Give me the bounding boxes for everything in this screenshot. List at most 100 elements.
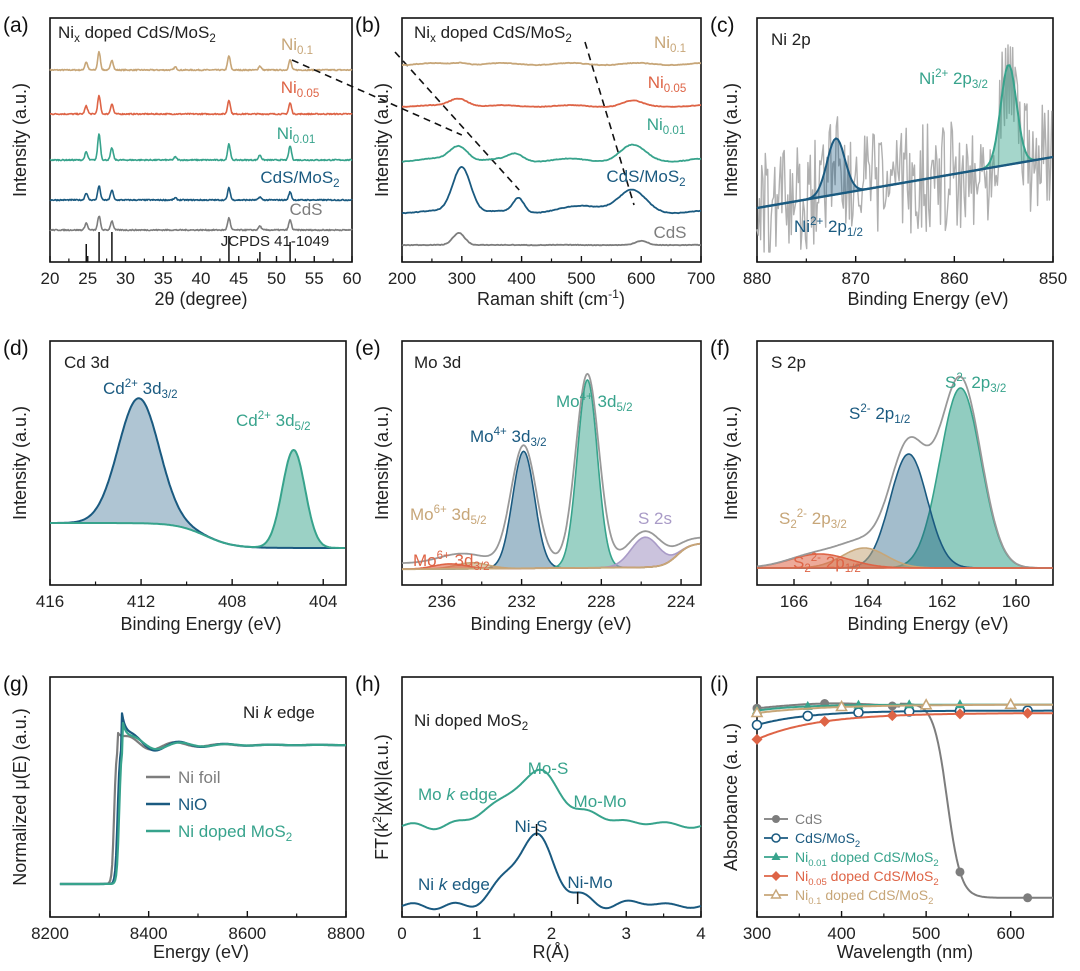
label-part: Ni 2p: [771, 30, 811, 49]
x-tick-label: 20: [41, 269, 60, 288]
label-part: Mo: [470, 427, 494, 446]
label-part: 6+: [437, 550, 450, 562]
fit-3d52: [50, 449, 345, 549]
label-part: 2p: [807, 509, 831, 528]
label-part: 2p: [823, 217, 847, 236]
x-tick-label: 160: [1002, 592, 1030, 611]
label-part: Ni: [418, 875, 439, 894]
label-part: Ni: [277, 124, 293, 143]
panel-g-title: Ni k edge: [243, 703, 315, 722]
envelope: [756, 375, 1053, 569]
label-part: 0.05: [808, 877, 827, 888]
label-part: Ni: [281, 78, 297, 97]
legend-label: CdS/MoS2: [795, 830, 860, 850]
panel-letter: (f): [710, 337, 730, 360]
peak-fill-s2-2p32: [757, 388, 1053, 568]
x-tick-label: 416: [36, 592, 64, 611]
noisy-spectrum: [756, 44, 1053, 253]
panel-letter: (i): [710, 673, 729, 696]
data-point: [750, 705, 764, 718]
label-part: (degree): [174, 289, 247, 309]
baseline: [401, 542, 701, 571]
label-part: doped CdS/MoS: [827, 868, 934, 884]
x-tick-label: 8400: [130, 924, 168, 943]
x-tick-label: 162: [928, 592, 956, 611]
x-tick-label: 30: [116, 269, 135, 288]
label-part: 1/2: [845, 563, 861, 575]
xanes-ni-mos2: [59, 721, 347, 886]
label-part: Ni doped MoS: [414, 711, 522, 730]
label-part: 0.01: [808, 858, 827, 869]
x-tick-label: 412: [127, 592, 155, 611]
label-part: CdS: [795, 811, 822, 827]
label-part: Ni: [414, 23, 430, 42]
label-part: Mo 3d: [414, 353, 461, 372]
label-part: 3d: [593, 392, 617, 411]
label-part: 3/2: [990, 383, 1006, 395]
label-part: 1/2: [894, 414, 910, 426]
label-part: 2-: [860, 403, 870, 415]
panel-d-title: Cd 3d: [64, 353, 109, 372]
label-part: 0.1: [808, 896, 821, 907]
x-tick-label: 300: [448, 269, 476, 288]
label-part: doped CdS/MoS: [436, 23, 565, 42]
label-part: 0.01: [293, 134, 315, 146]
label-part: 4+: [580, 391, 593, 403]
x-tick-label: 408: [218, 592, 246, 611]
peak-label: S22- 2p1/2: [793, 552, 861, 575]
label-part: 3d: [138, 379, 162, 398]
panel-letter: (c): [710, 14, 735, 37]
fit-mo4-3d52: [401, 379, 701, 571]
xrd-curve-2: [49, 133, 353, 162]
label-part: Mo-Mo: [574, 792, 627, 811]
label-part: Ni: [794, 217, 810, 236]
label-part: 2-: [956, 372, 966, 384]
label-part: 5/2: [616, 402, 632, 414]
legend-label: Ni0.01 doped CdS/MoS2: [795, 849, 939, 869]
peak-fill-s2s: [402, 537, 700, 570]
peak-label: Ni2+ 2p1/2: [794, 216, 863, 239]
label-part: 1/2: [847, 227, 863, 239]
label-part: doped CdS/MoS: [827, 849, 934, 865]
x-tick-label: 600: [627, 269, 655, 288]
raman-cdsmos2: [401, 166, 702, 215]
data-point: [955, 867, 965, 877]
label-part: edge: [455, 785, 498, 804]
label-part: Intensity (a.u.): [10, 83, 30, 197]
x-axis-label: Wavelength (nm): [837, 942, 973, 962]
edge-label: Ni k edge: [418, 875, 490, 894]
label-part: Ni-S: [514, 817, 547, 836]
label-part: Binding Energy (eV): [847, 614, 1008, 634]
peak-label: Mo4+ 3d3/2: [470, 426, 547, 449]
label-part: 0.01: [663, 125, 685, 137]
label-part: |χ(k)|(a.u.): [372, 734, 392, 816]
panel-letter: (b): [355, 14, 381, 37]
series-label: Ni0.1: [281, 35, 313, 57]
x-tick-label: 3: [622, 924, 631, 943]
panel-c-title: Ni 2p: [771, 30, 811, 49]
label-part: Mo: [413, 551, 437, 570]
x-tick-label: 228: [587, 592, 615, 611]
peak-label: Ni2+ 2p3/2: [919, 68, 988, 91]
peak-label: S2- 2p3/2: [945, 372, 1006, 395]
legend-label: Ni0.05 doped CdS/MoS2: [795, 868, 939, 888]
label-part: Ni: [919, 69, 935, 88]
label-part: 3/2: [162, 389, 178, 401]
legend-label: Ni0.1 doped CdS/MoS2: [795, 887, 933, 907]
label-part: Binding Energy (eV): [847, 289, 1008, 309]
label-part: Ni: [654, 33, 670, 52]
peak-label: Mo6+ 3d5/2: [410, 504, 487, 527]
label-part: Ni doped MoS: [178, 822, 286, 841]
label-part: Ni: [795, 887, 808, 903]
label-part: Cd: [236, 411, 258, 430]
label-part: 2+: [258, 410, 271, 422]
peak-fill-s22-2p12: [757, 554, 1053, 568]
label-part: 2p: [821, 553, 845, 572]
label-part: Ni: [281, 35, 297, 54]
x-tick-label: 1: [472, 924, 481, 943]
panel-f-title: S 2p: [771, 353, 806, 372]
label-part: 3/2: [972, 79, 988, 91]
label-part: 2: [790, 519, 796, 531]
label-part: 2: [933, 858, 938, 869]
bond-label: Mo-S: [528, 759, 569, 778]
